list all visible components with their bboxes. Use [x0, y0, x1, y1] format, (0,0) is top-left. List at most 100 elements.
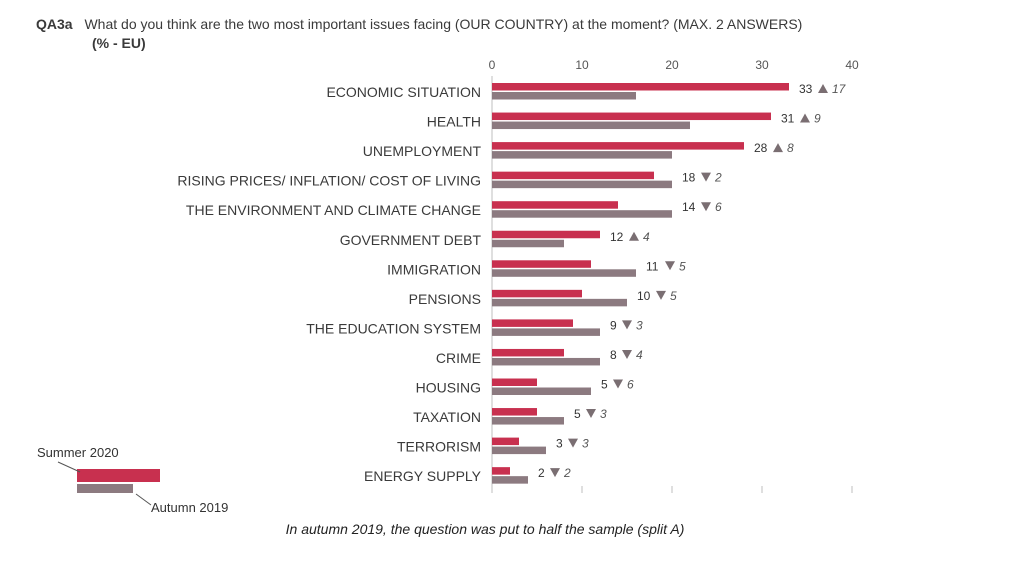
- data-value-label: 33: [799, 82, 813, 96]
- up-triangle-icon: [629, 231, 639, 241]
- x-tick-label: 20: [665, 58, 679, 72]
- category-label: UNEMPLOYMENT: [363, 143, 482, 159]
- down-triangle-icon: [622, 320, 632, 330]
- data-value-label: 3: [556, 437, 563, 451]
- bar-autumn-2019: [492, 417, 564, 425]
- data-value-label: 10: [637, 289, 651, 303]
- category-label: ENERGY SUPPLY: [364, 468, 482, 484]
- data-value-label: 5: [574, 407, 581, 421]
- bar-autumn-2019: [492, 446, 546, 455]
- category-label: HOUSING: [416, 380, 481, 396]
- down-triangle-icon: [586, 409, 596, 419]
- change-value-label: 6: [627, 378, 634, 392]
- bar-summer-2020: [492, 171, 654, 180]
- category-label: IMMIGRATION: [387, 261, 481, 277]
- category-label: CRIME: [436, 350, 481, 366]
- category-label: PENSIONS: [409, 291, 481, 307]
- change-value-label: 3: [600, 407, 607, 421]
- legend-label-autumn-2019: Autumn 2019: [151, 500, 228, 515]
- category-label: TERRORISM: [397, 439, 481, 455]
- bar-autumn-2019: [492, 239, 564, 248]
- change-value-label: 5: [679, 259, 686, 273]
- category-label: RISING PRICES/ INFLATION/ COST OF LIVING: [177, 173, 481, 189]
- x-tick-label: 10: [575, 58, 589, 72]
- data-value-label: 2: [538, 466, 545, 480]
- bar-autumn-2019: [492, 357, 600, 366]
- data-value-label: 9: [610, 318, 617, 332]
- category-label: TAXATION: [413, 409, 481, 425]
- bar-autumn-2019: [492, 298, 627, 307]
- down-triangle-icon: [701, 202, 711, 212]
- category-label: HEALTH: [427, 114, 481, 130]
- change-value-label: 6: [715, 200, 722, 214]
- change-value-label: 5: [670, 289, 677, 303]
- bar-autumn-2019: [492, 387, 591, 395]
- down-triangle-icon: [568, 438, 578, 448]
- bar-summer-2020: [492, 467, 510, 475]
- change-value-label: 9: [814, 112, 821, 126]
- bar-summer-2020: [492, 378, 537, 386]
- category-label: THE ENVIRONMENT AND CLIMATE CHANGE: [186, 202, 481, 218]
- change-value-label: 2: [563, 466, 571, 480]
- data-value-label: 12: [610, 230, 624, 244]
- change-value-label: 2: [714, 171, 722, 185]
- down-triangle-icon: [622, 349, 632, 359]
- question-id: QA3a: [36, 16, 73, 32]
- bar-summer-2020: [492, 437, 519, 446]
- up-triangle-icon: [800, 113, 810, 123]
- bar-summer-2020: [492, 142, 744, 150]
- bar-autumn-2019: [492, 476, 528, 484]
- data-value-label: 11: [646, 259, 659, 273]
- bar-autumn-2019: [492, 269, 636, 277]
- down-triangle-icon: [550, 468, 560, 478]
- category-label: ECONOMIC SITUATION: [326, 84, 481, 100]
- change-value-label: 3: [636, 318, 643, 332]
- bar-autumn-2019: [492, 121, 690, 130]
- down-triangle-icon: [656, 290, 666, 300]
- change-value-label: 3: [582, 437, 589, 451]
- up-triangle-icon: [818, 84, 828, 93]
- x-tick-label: 0: [489, 58, 496, 72]
- bar-autumn-2019: [492, 210, 672, 218]
- bar-summer-2020: [492, 230, 600, 239]
- change-value-label: 17: [832, 82, 847, 96]
- legend-leader-line: [135, 493, 152, 506]
- bar-summer-2020: [492, 260, 591, 268]
- change-value-label: 4: [636, 348, 643, 362]
- legend-leader-line: [57, 461, 81, 473]
- bar-autumn-2019: [492, 180, 672, 189]
- bar-autumn-2019: [492, 151, 672, 159]
- legend-swatch-summer-2020: [77, 469, 160, 482]
- data-value-label: 31: [781, 112, 795, 126]
- down-triangle-icon: [701, 172, 711, 182]
- legend-swatch-autumn-2019: [77, 484, 133, 493]
- data-value-label: 28: [754, 141, 768, 155]
- bar-autumn-2019: [492, 92, 636, 100]
- category-label: THE EDUCATION SYSTEM: [306, 320, 481, 336]
- bar-autumn-2019: [492, 328, 600, 336]
- down-triangle-icon: [613, 379, 623, 389]
- category-label: GOVERNMENT DEBT: [340, 232, 482, 248]
- data-value-label: 5: [601, 378, 608, 392]
- bar-summer-2020: [492, 83, 789, 91]
- footnote: In autumn 2019, the question was put to …: [285, 521, 685, 537]
- change-value-label: 4: [643, 230, 650, 244]
- data-value-label: 18: [682, 171, 696, 185]
- bar-summer-2020: [492, 112, 771, 121]
- bar-summer-2020: [492, 319, 573, 327]
- change-value-label: 8: [787, 141, 794, 155]
- bar-summer-2020: [492, 348, 564, 357]
- down-triangle-icon: [665, 261, 675, 271]
- bar-summer-2020: [492, 289, 582, 298]
- x-tick-label: 40: [845, 58, 859, 72]
- bar-summer-2020: [492, 201, 618, 209]
- x-tick-label: 30: [755, 58, 769, 72]
- chart-header: QA3a What do you think are the two most …: [36, 14, 802, 34]
- legend-label-summer-2020: Summer 2020: [37, 445, 119, 460]
- question-text: What do you think are the two most impor…: [84, 16, 803, 32]
- data-value-label: 8: [610, 348, 617, 362]
- unit-label: (% - EU): [92, 35, 146, 51]
- bar-summer-2020: [492, 408, 537, 416]
- up-triangle-icon: [773, 143, 783, 153]
